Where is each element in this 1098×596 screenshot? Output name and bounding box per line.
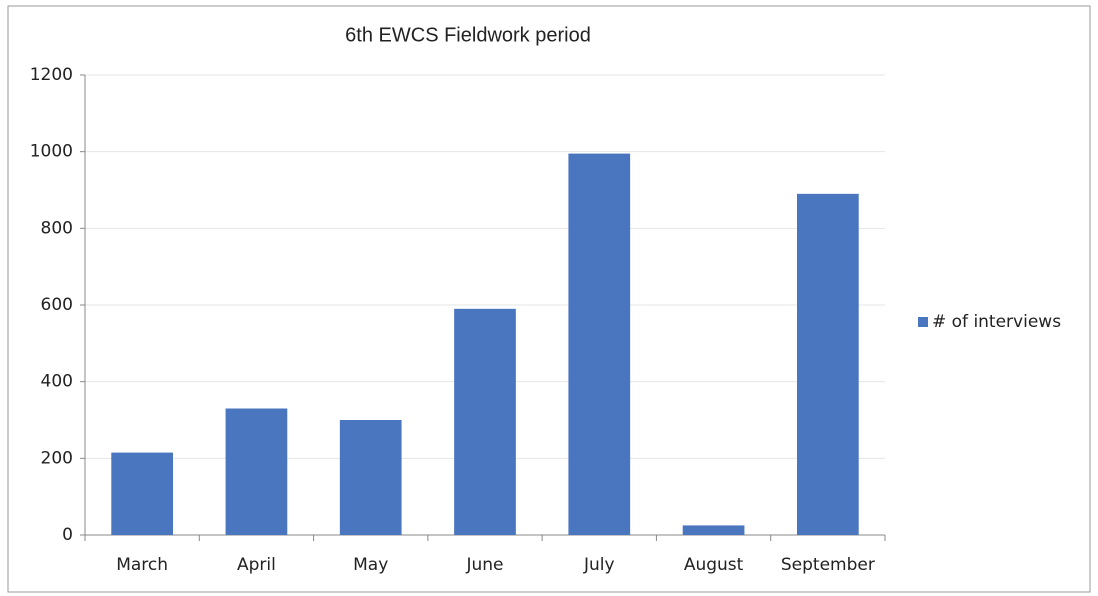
x-tick-label: September: [781, 555, 875, 575]
x-tick-label: April: [237, 555, 276, 575]
bar: [568, 153, 631, 536]
y-tick-label: 400: [41, 372, 73, 392]
chart-frame: [7, 5, 1091, 593]
y-tick-label: 600: [41, 295, 73, 315]
bar: [225, 408, 288, 535]
bar: [454, 308, 516, 535]
bar: [339, 420, 402, 535]
chart-title: 6th EWCS Fieldwork period: [345, 24, 591, 46]
x-tick-label: June: [465, 555, 503, 575]
x-tick-label: August: [684, 555, 744, 575]
y-tick-label: 1000: [30, 142, 73, 162]
y-tick-label: 1200: [30, 65, 73, 85]
legend-swatch: [918, 317, 928, 327]
x-tick-label: March: [116, 555, 168, 575]
y-tick-label: 800: [41, 218, 73, 238]
bar: [682, 525, 745, 535]
bar: [797, 193, 859, 536]
bar: [111, 452, 173, 535]
y-tick-label: 0: [62, 525, 73, 545]
y-tick-label: 200: [41, 448, 73, 468]
x-tick-label: May: [353, 555, 388, 575]
x-tick-label: July: [583, 555, 615, 575]
legend-label: # of interviews: [932, 312, 1061, 332]
